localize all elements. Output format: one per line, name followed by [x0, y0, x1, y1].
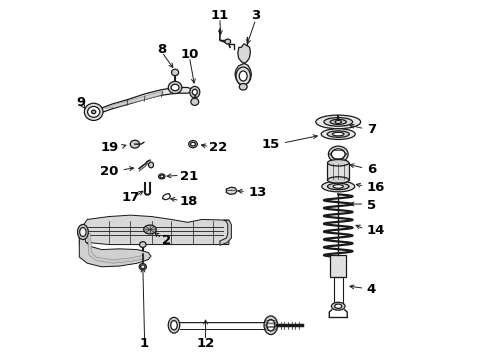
Text: 22: 22 [209, 141, 227, 154]
Ellipse shape [335, 304, 342, 309]
Text: 5: 5 [367, 199, 376, 212]
Ellipse shape [330, 120, 346, 125]
Polygon shape [235, 44, 251, 85]
Ellipse shape [324, 118, 353, 126]
Ellipse shape [239, 84, 247, 90]
Polygon shape [226, 187, 237, 194]
Text: 20: 20 [100, 165, 119, 177]
Ellipse shape [327, 159, 349, 166]
Text: 7: 7 [367, 123, 376, 136]
Ellipse shape [316, 115, 361, 129]
Polygon shape [88, 233, 144, 263]
Ellipse shape [322, 181, 355, 192]
Ellipse shape [148, 162, 153, 168]
Polygon shape [79, 231, 151, 267]
Ellipse shape [191, 98, 199, 105]
Ellipse shape [225, 39, 231, 44]
Ellipse shape [171, 320, 177, 330]
Ellipse shape [130, 140, 140, 148]
Ellipse shape [333, 185, 343, 188]
Text: 15: 15 [262, 138, 280, 150]
Ellipse shape [192, 89, 197, 95]
Ellipse shape [190, 86, 200, 98]
Text: 8: 8 [157, 42, 167, 55]
Ellipse shape [267, 319, 275, 331]
Text: 19: 19 [100, 141, 119, 154]
Ellipse shape [84, 103, 103, 121]
Ellipse shape [189, 140, 197, 148]
Ellipse shape [168, 81, 182, 94]
Ellipse shape [327, 131, 349, 137]
Ellipse shape [327, 183, 349, 190]
Text: 17: 17 [122, 192, 140, 204]
Polygon shape [103, 91, 163, 108]
Ellipse shape [88, 107, 100, 117]
Text: 2: 2 [162, 234, 171, 247]
Text: 14: 14 [367, 224, 385, 237]
Ellipse shape [141, 265, 145, 269]
Polygon shape [163, 194, 171, 200]
Text: 3: 3 [251, 9, 260, 22]
Ellipse shape [77, 225, 88, 239]
Text: 21: 21 [180, 170, 198, 183]
Polygon shape [101, 87, 196, 113]
Text: 9: 9 [76, 96, 85, 109]
Text: 13: 13 [248, 186, 267, 199]
Ellipse shape [160, 175, 164, 178]
Bar [327, 163, 349, 180]
Polygon shape [79, 215, 229, 244]
Ellipse shape [335, 121, 342, 123]
Text: 16: 16 [367, 181, 385, 194]
Text: 12: 12 [196, 337, 215, 350]
Ellipse shape [331, 149, 345, 159]
Text: 6: 6 [367, 163, 376, 176]
Ellipse shape [328, 146, 348, 162]
Ellipse shape [333, 132, 344, 136]
Ellipse shape [144, 225, 156, 234]
Ellipse shape [236, 67, 250, 85]
Ellipse shape [80, 228, 86, 237]
Ellipse shape [191, 142, 196, 146]
Text: 1: 1 [140, 337, 149, 350]
Polygon shape [220, 220, 231, 245]
Text: 18: 18 [180, 195, 198, 208]
Ellipse shape [140, 242, 146, 247]
Ellipse shape [264, 316, 278, 334]
Ellipse shape [171, 84, 179, 91]
Ellipse shape [168, 318, 180, 333]
Ellipse shape [321, 129, 355, 139]
Ellipse shape [172, 69, 179, 76]
Ellipse shape [239, 71, 247, 81]
Ellipse shape [331, 302, 345, 310]
Bar [330, 255, 346, 277]
Ellipse shape [139, 264, 147, 270]
Text: 4: 4 [367, 283, 376, 296]
Ellipse shape [159, 174, 165, 179]
Text: 11: 11 [211, 9, 229, 22]
Ellipse shape [327, 177, 349, 183]
Text: 10: 10 [180, 48, 198, 61]
Ellipse shape [92, 110, 96, 114]
